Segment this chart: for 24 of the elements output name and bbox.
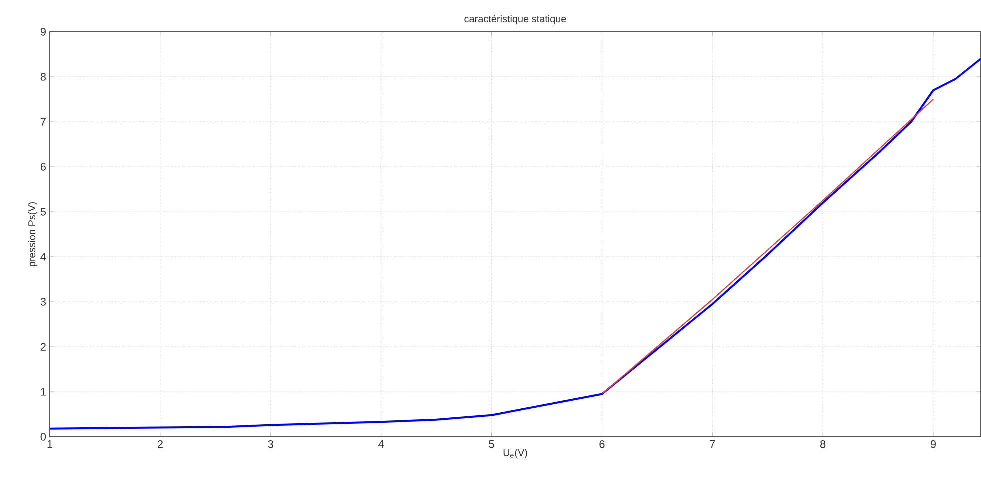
x-tick-label: 2 (158, 440, 163, 448)
x-axis-title: U$_{e}$(V) (504, 449, 528, 458)
x-tick-label: 6 (600, 440, 605, 448)
line-series (602, 98, 934, 395)
x-tick-label: 8 (820, 440, 826, 448)
y-tick-label: 1 (41, 388, 46, 396)
y-tick-label: 3 (40, 298, 46, 306)
x-tick-label: 9 (930, 440, 936, 448)
x-tick-label: 5 (489, 440, 494, 448)
x-tick-label: 3 (268, 440, 274, 448)
y-tick-label: 5 (40, 208, 46, 216)
y-tick-label: 8 (40, 73, 46, 81)
x-tick-label: 7 (710, 440, 716, 448)
y-tick-label: 7 (40, 118, 46, 126)
y-tick-label: 0 (40, 433, 46, 441)
y-axis-title: pression Ps(V) (28, 202, 38, 267)
x-tick-label: 4 (378, 440, 384, 448)
y-tick-label: 2 (40, 343, 46, 351)
line-series (49, 58, 981, 430)
y-tick-label: 6 (40, 163, 46, 171)
y-tick-label: 4 (40, 253, 46, 261)
chart-title: caractéristique statique (464, 15, 566, 24)
x-tick-label: 1 (48, 440, 53, 448)
y-tick-label: 9 (40, 28, 46, 36)
